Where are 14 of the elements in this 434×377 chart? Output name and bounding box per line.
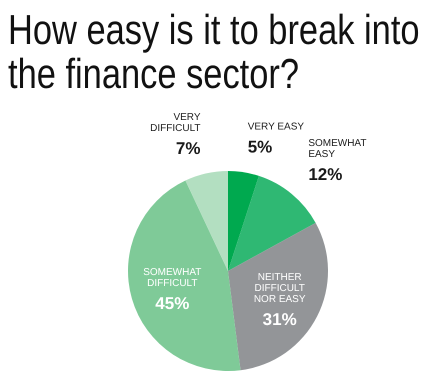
data-label: 5%: [248, 138, 272, 157]
data-label: 45%: [155, 294, 190, 314]
slice-label: VERY DIFFICULT: [150, 112, 201, 134]
slice-label: SOMEWHAT EASY: [308, 138, 366, 160]
data-label: 7%: [176, 139, 201, 158]
slice-label: VERY EASY: [248, 122, 304, 133]
pie-slice: [228, 222, 328, 370]
chart-title: How easy is it to break into the finance sector?: [8, 6, 421, 97]
slice-label: SOMEWHAT DIFFICULT: [143, 267, 202, 290]
pie-slice: [128, 180, 241, 371]
data-label: 31%: [262, 310, 297, 329]
slice-label: NEITHER DIFFICULT NOR EASY: [254, 272, 306, 305]
data-label: 12%: [308, 164, 342, 184]
pie-slice: [228, 171, 259, 271]
